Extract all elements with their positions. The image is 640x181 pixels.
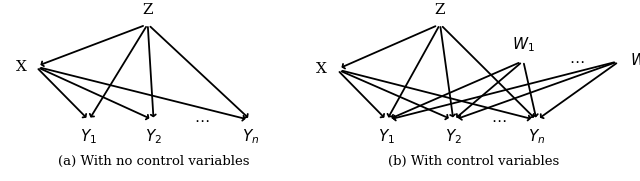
Text: X: X: [316, 62, 327, 76]
Text: (a) With no control variables: (a) With no control variables: [58, 155, 250, 168]
Text: $\cdots$: $\cdots$: [569, 54, 584, 68]
Text: $W_1$: $W_1$: [512, 35, 534, 54]
Text: $Y_2$: $Y_2$: [145, 127, 162, 146]
Text: (b) With control variables: (b) With control variables: [388, 155, 559, 168]
Text: X: X: [16, 60, 27, 73]
Text: $W_d$: $W_d$: [630, 52, 640, 70]
Text: $Y_1$: $Y_1$: [378, 127, 396, 146]
Text: $Y_2$: $Y_2$: [445, 127, 462, 146]
Text: $Y_1$: $Y_1$: [80, 127, 97, 146]
Text: $Y_n$: $Y_n$: [242, 127, 259, 146]
Text: $\cdots$: $\cdots$: [491, 113, 506, 127]
Text: $Y_n$: $Y_n$: [528, 127, 545, 146]
Text: Z: Z: [435, 3, 445, 17]
Text: Z: Z: [143, 3, 153, 17]
Text: $\cdots$: $\cdots$: [195, 113, 210, 127]
